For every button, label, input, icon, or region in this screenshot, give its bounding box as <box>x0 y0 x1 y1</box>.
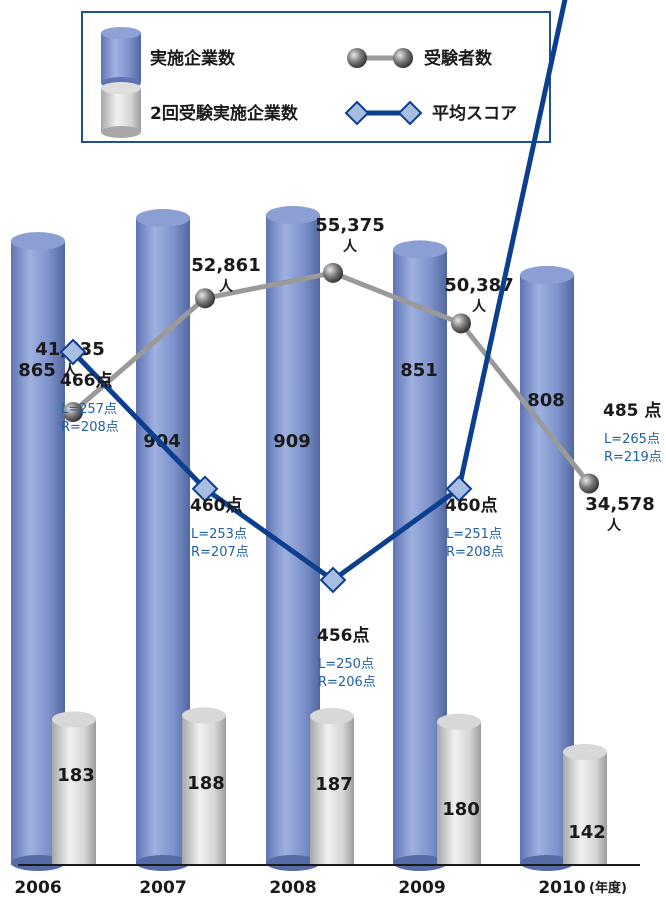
bar-blue-label-3: 851 <box>400 360 438 381</box>
bar-blue-label-4: 808 <box>527 390 565 411</box>
label-score-l-3: L=251点 <box>446 527 502 542</box>
bar-blue-body <box>136 218 190 865</box>
label-score-3: 460点 <box>445 495 498 516</box>
bar-blue-cap <box>11 232 65 251</box>
point-visitors-2 <box>323 262 343 283</box>
legend-icon-bar-gray <box>101 82 141 138</box>
label-visitors-unit-0: 人 <box>63 362 78 379</box>
bar-gray-label-1: 188 <box>187 773 225 794</box>
bar-blue-base <box>136 855 190 871</box>
label-visitors-unit-3: 人 <box>472 298 487 315</box>
label-score-l-1: L=253点 <box>191 527 247 542</box>
x-tick-0: 2006 <box>14 878 61 898</box>
bar-gray-body <box>437 721 481 865</box>
label-visitors-2: 55,375 <box>315 215 384 236</box>
label-score-l-0: L=257点 <box>61 402 117 417</box>
legend-label-3: 平均スコア <box>432 103 517 124</box>
bar-gray-label-3: 180 <box>442 799 480 820</box>
bar-gray-body <box>563 751 607 865</box>
bar-gray-4 <box>563 743 607 865</box>
bar-blue-base <box>520 855 574 871</box>
x-tick-4: 2010 <box>538 878 585 898</box>
legend-frame <box>81 11 551 143</box>
label-score-r-2: R=206点 <box>318 675 376 690</box>
label-score-1: 460点 <box>190 495 243 516</box>
point-visitors-0 <box>63 402 83 422</box>
label-visitors-unit-2: 人 <box>343 238 358 255</box>
bar-blue-base <box>11 855 65 871</box>
label-visitors-unit-4: 人 <box>607 517 622 534</box>
bar-gray-cap <box>437 713 481 730</box>
bar-gray-cap <box>563 743 607 760</box>
bar-gray-1 <box>182 707 226 865</box>
label-score-r-4: R=219点 <box>604 450 662 465</box>
label-score-l-2: L=250点 <box>318 657 374 672</box>
label-score-2: 456点 <box>317 625 370 646</box>
point-visitors-3 <box>451 313 471 334</box>
bar-gray-cap <box>182 707 226 724</box>
x-tick-2: 2008 <box>269 878 316 898</box>
bar-gray-3 <box>437 713 481 865</box>
x-axis: 2006 2007 2008 2009 2010 (年度) <box>14 864 640 898</box>
bar-blue-label-0: 865 <box>18 360 56 381</box>
legend-icon-line-blue <box>344 100 423 126</box>
bar-gray-label-4: 142 <box>568 822 606 843</box>
x-tick-1: 2007 <box>139 878 186 898</box>
bar-gray-2 <box>310 708 354 865</box>
label-visitors-unit-1: 人 <box>219 278 234 295</box>
legend-label-1: 受験者数 <box>424 48 493 69</box>
label-score-l-4: L=265点 <box>604 432 660 447</box>
bar-gray-label-0: 183 <box>57 765 95 786</box>
x-tick-3: 2009 <box>398 878 445 898</box>
bar-gray-cap <box>52 711 96 728</box>
legend-label-0: 実施企業数 <box>150 48 236 69</box>
legend-icon-line-gray <box>347 48 413 68</box>
bar-gray-body <box>52 719 96 865</box>
bar-gray-0 <box>52 711 96 865</box>
point-score-2 <box>319 566 347 594</box>
label-score-4: 485 点 <box>603 400 661 421</box>
bar-blue-base <box>393 855 447 871</box>
bar-blue-cap <box>266 206 320 225</box>
bar-blue-cap <box>393 240 447 259</box>
bar-gray-body <box>182 715 226 865</box>
label-visitors-3: 50,387 <box>444 275 513 296</box>
bar-blue-base <box>266 855 320 871</box>
label-score-0: 466点 <box>60 370 113 391</box>
bar-blue-1 <box>136 209 190 871</box>
label-score-r-1: R=207点 <box>191 545 249 560</box>
point-visitors-1 <box>195 288 215 309</box>
bar-blue-label-2: 909 <box>273 431 311 452</box>
legend-label-2: 2回受験実施企業数 <box>150 103 299 124</box>
label-score-r-3: R=208点 <box>446 545 504 560</box>
bar-blue-cap <box>136 209 190 228</box>
bar-blue-cap <box>520 265 574 284</box>
legend-icon-bar-blue <box>101 27 141 89</box>
point-score-0 <box>59 338 87 366</box>
point-score-3 <box>445 475 473 503</box>
bar-gray-label-2: 187 <box>315 774 353 795</box>
point-visitors-4 <box>579 473 599 494</box>
point-score-1 <box>191 475 219 503</box>
label-visitors-1: 52,861 <box>191 255 260 276</box>
label-score-r-0: R=208点 <box>61 420 119 435</box>
plot-area: 86590490985180818318818718014241,635人52,… <box>11 0 662 871</box>
legend: 実施企業数 受験者数 2回受験実施企業数 平均スコア <box>81 11 551 143</box>
label-visitors-4: 34,578 <box>585 494 654 515</box>
bar-gray-body <box>310 716 354 865</box>
bar-gray-cap <box>310 708 354 725</box>
x-unit-label: (年度) <box>589 880 627 896</box>
